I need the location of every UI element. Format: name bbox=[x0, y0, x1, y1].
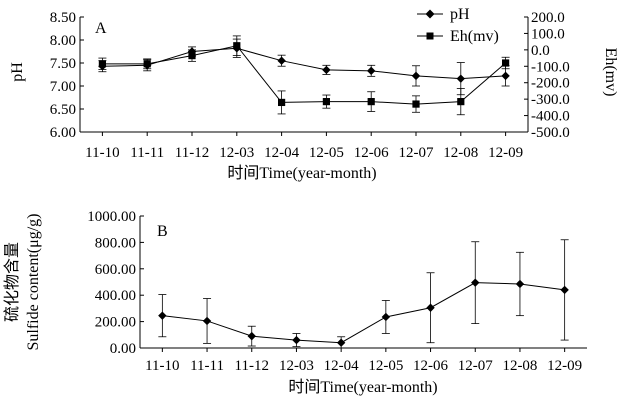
panel-a-ph-line bbox=[102, 47, 506, 80]
panel-b-point bbox=[202, 316, 212, 326]
panel-a-x-tick-label: 11-11 bbox=[130, 145, 164, 161]
panel-a-x-tick-label: 12-03 bbox=[219, 145, 254, 161]
panel-a-y-left-tick-label: 8.50 bbox=[50, 10, 76, 26]
panel-b-point bbox=[247, 331, 256, 341]
panel-a-plot: 6.00 6.50 7.00 7.50 8.00 8.50 -500.0-400.0-300… bbox=[50, 10, 570, 161]
panel-a-y-left-tick-label: 6.00 bbox=[50, 125, 76, 141]
panel-b-y-tick-label: 400.00 bbox=[95, 288, 136, 304]
panel-a-eh-point bbox=[367, 98, 375, 106]
panel-a-y-left-tick-label: 7.00 bbox=[50, 79, 76, 95]
panel-b-y-tick-label: 1000.00 bbox=[87, 209, 136, 225]
panel-a-y-right-tick-label: -100.0 bbox=[531, 59, 570, 75]
panel-a-y-left-tick-label: 7.50 bbox=[50, 56, 76, 72]
panel-b-y-title-line2: Sulfide content(μg/g) bbox=[25, 214, 42, 351]
panel-a-ph-point bbox=[456, 74, 465, 83]
panel-a-eh-point bbox=[143, 60, 151, 68]
panel-b-y-tick-label: 0.00 bbox=[110, 341, 136, 357]
panel-b-y-tick-label: 200.00 bbox=[95, 315, 136, 331]
panel-b-x-tick-label: 12-04 bbox=[324, 358, 359, 374]
panel-a-y-right-tick-label: -200.0 bbox=[531, 76, 570, 92]
panel-a-x-title: 时间Time(year-month) bbox=[227, 164, 376, 182]
panel-a-x-tick-label: 12-08 bbox=[443, 145, 478, 161]
panel-b-plot: 0.00 200.00 400.00 600.00 800.00 1000.00 11-10… bbox=[87, 209, 587, 374]
panel-a-eh-point bbox=[322, 98, 330, 106]
legend-eh-marker bbox=[426, 32, 434, 40]
panel-b-point bbox=[336, 338, 346, 347]
panel-a-y-right-tick-label: -400.0 bbox=[531, 109, 570, 125]
panel-a-eh-line bbox=[102, 45, 506, 105]
legend-ph-marker bbox=[425, 9, 435, 19]
legend-ph-label: pH bbox=[450, 6, 470, 23]
panel-a-y-left-tick-label: 8.00 bbox=[50, 33, 76, 49]
panel-b-x-tick-label: 12-03 bbox=[279, 358, 314, 374]
panel-a-y-right-tick-label: 0.0 bbox=[531, 43, 550, 59]
panel-a-letter: A bbox=[95, 20, 107, 37]
panel-a-x-tick-label: 12-06 bbox=[354, 145, 389, 161]
panel-a-y-left-title: pH bbox=[9, 62, 26, 82]
panel-a-x-tick-label: 11-10 bbox=[85, 145, 119, 161]
panel-a-x-tick-label: 11-12 bbox=[175, 145, 209, 161]
panel-a-y-right-tick-label: 100.0 bbox=[531, 26, 565, 42]
panel-a-x-tick-label: 12-05 bbox=[309, 145, 344, 161]
panel-b-x-tick-label: 12-09 bbox=[547, 358, 582, 374]
panel-b-point bbox=[158, 311, 167, 320]
panel-b-point bbox=[292, 335, 301, 345]
panel-b-point bbox=[515, 279, 525, 289]
panel-b-line bbox=[162, 282, 565, 344]
panel-a-ph-point bbox=[322, 65, 331, 75]
panel-b-x-tick-label: 12-05 bbox=[368, 358, 403, 374]
panel-a-y-right-title: Eh(mv) bbox=[602, 48, 619, 97]
panel-a: A pH Eh(mv) 时间Time(year-month) pH Eh(mv)… bbox=[9, 6, 619, 182]
panel-a-eh-point bbox=[278, 98, 286, 107]
panel-b-y-tick-label: 800.00 bbox=[95, 235, 136, 251]
panel-a-y-right-tick-label: 200.0 bbox=[531, 10, 565, 26]
panel-b-x-tick-label: 12-06 bbox=[413, 358, 448, 374]
panel-b-y-tick-label: 600.00 bbox=[95, 262, 136, 278]
panel-a-legend: pH Eh(mv) bbox=[417, 6, 499, 45]
panel-b-x-tick-label: 11-10 bbox=[145, 358, 179, 374]
panel-b-x-tick-label: 12-07 bbox=[458, 358, 493, 374]
panel-a-ph-point bbox=[277, 56, 286, 65]
panel-a-x-tick-label: 12-04 bbox=[264, 145, 299, 161]
panel-a-x-tick-label: 12-09 bbox=[488, 145, 523, 161]
panel-b-x-tick-label: 12-08 bbox=[502, 358, 537, 374]
panel-b-letter: B bbox=[157, 223, 168, 240]
panel-a-y-right-tick-label: -300.0 bbox=[531, 92, 570, 108]
panel-a-y-left-tick-label: 6.50 bbox=[50, 102, 76, 118]
panel-b: B 硫化物含量 Sulfide content(μg/g) 时间Time(yea… bbox=[3, 209, 587, 396]
panel-b-point bbox=[381, 312, 391, 322]
panel-a-y-right-tick-label: -500.0 bbox=[531, 125, 570, 141]
panel-a-eh-point bbox=[233, 42, 241, 50]
panel-b-x-tick-label: 11-12 bbox=[235, 358, 269, 374]
panel-a-eh-point bbox=[457, 98, 465, 106]
legend-eh-label: Eh(mv) bbox=[450, 28, 499, 45]
panel-b-point bbox=[426, 303, 435, 312]
panel-a-ph-point bbox=[411, 71, 421, 81]
panel-b-point bbox=[560, 285, 569, 295]
panel-a-eh-point bbox=[412, 100, 420, 108]
panel-b-y-title-line1: 硫化物含量 bbox=[3, 242, 21, 322]
panel-a-eh-point bbox=[188, 52, 196, 60]
panel-a-eh-point bbox=[502, 59, 510, 67]
panel-a-ph-point bbox=[367, 66, 376, 76]
panel-a-eh-point bbox=[98, 60, 106, 68]
panel-b-x-title: 时间Time(year-month) bbox=[288, 378, 437, 396]
panel-a-x-tick-label: 12-07 bbox=[399, 145, 434, 161]
panel-a-ph-point bbox=[501, 71, 510, 81]
panel-b-point bbox=[471, 278, 480, 287]
panel-b-x-tick-label: 11-11 bbox=[190, 358, 224, 374]
